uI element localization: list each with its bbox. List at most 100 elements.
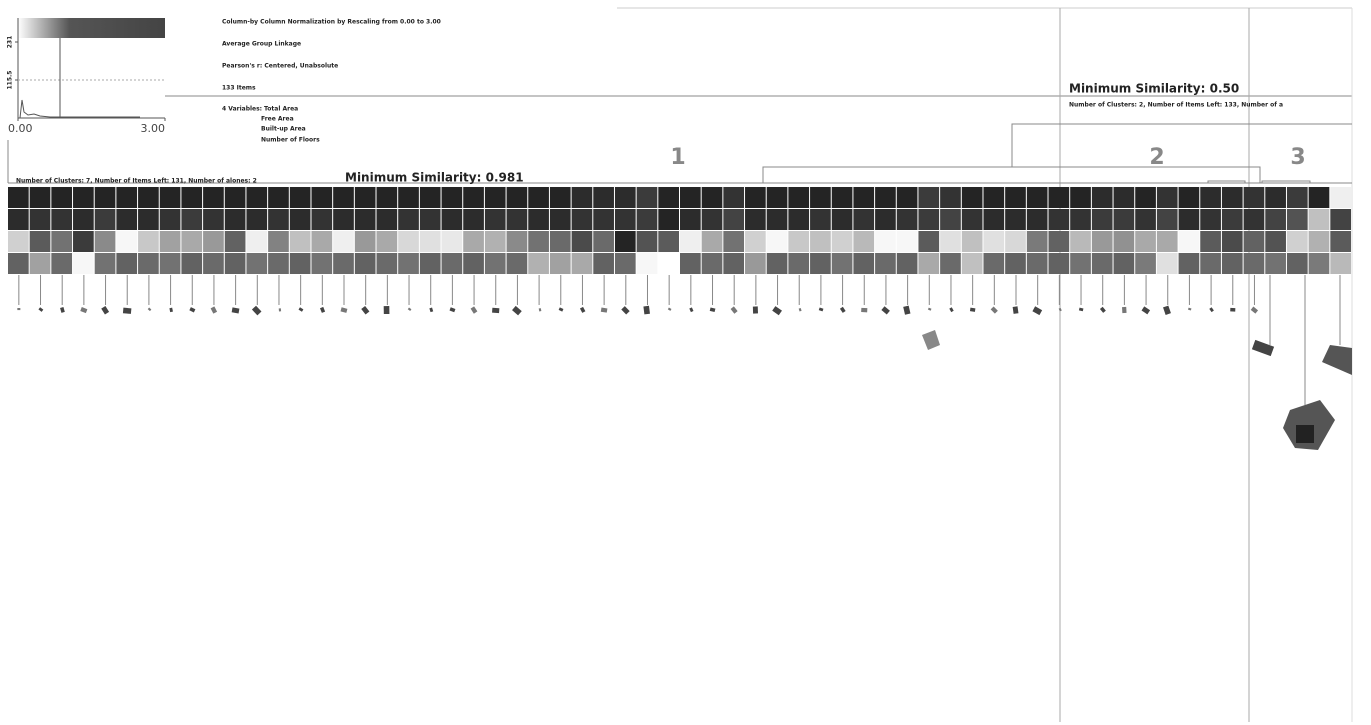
heatmap-cell bbox=[116, 187, 137, 208]
heatmap-cell bbox=[745, 187, 766, 208]
glyph bbox=[1209, 307, 1214, 312]
heatmap-cell bbox=[680, 187, 701, 208]
heatmap-cell bbox=[1135, 187, 1156, 208]
glyph bbox=[429, 308, 433, 313]
heatmap-cell bbox=[51, 187, 72, 208]
glyph bbox=[60, 307, 65, 313]
heatmap-cell bbox=[637, 253, 658, 274]
heatmap-cell bbox=[1287, 253, 1308, 274]
x-tick-label: 0.00 bbox=[8, 122, 33, 135]
variable: Total Area bbox=[264, 106, 298, 113]
heatmap-cell bbox=[1244, 187, 1265, 208]
dendrogram bbox=[763, 167, 1260, 183]
heatmap-cell bbox=[1287, 209, 1308, 230]
heatmap-cell bbox=[702, 231, 723, 252]
heatmap-cell bbox=[463, 231, 484, 252]
heatmap-cell bbox=[875, 231, 896, 252]
heatmap-cell bbox=[658, 253, 679, 274]
heatmap-cell bbox=[528, 209, 549, 230]
heatmap-cell bbox=[333, 253, 354, 274]
glyph bbox=[840, 307, 846, 313]
heatmap-cell bbox=[853, 253, 874, 274]
glyph bbox=[1252, 340, 1274, 356]
heatmap-cell bbox=[723, 231, 744, 252]
heatmap-cell bbox=[1309, 209, 1330, 230]
heatmap-cell bbox=[1157, 231, 1178, 252]
heatmap-cell bbox=[116, 209, 137, 230]
heatmap-cell bbox=[30, 209, 51, 230]
y-tick-label: 231 bbox=[7, 36, 14, 49]
glyph bbox=[861, 308, 867, 313]
heatmap-cell bbox=[1092, 209, 1113, 230]
heatmap-cell bbox=[463, 187, 484, 208]
heatmap-cell bbox=[311, 231, 332, 252]
heatmap-cell bbox=[983, 253, 1004, 274]
heatmap-cell bbox=[658, 209, 679, 230]
heatmap-cell bbox=[1265, 187, 1286, 208]
heatmap-cell bbox=[51, 209, 72, 230]
heatmap-cell bbox=[181, 209, 202, 230]
heatmap-cell bbox=[1027, 187, 1048, 208]
heatmap-cell bbox=[268, 209, 289, 230]
heatmap-cell bbox=[832, 231, 853, 252]
heatmap-cell bbox=[290, 209, 311, 230]
glyph bbox=[559, 307, 564, 311]
heatmap-cell bbox=[8, 187, 29, 208]
heatmap-cell bbox=[116, 253, 137, 274]
heatmap-cell bbox=[1200, 231, 1221, 252]
heatmap-cell bbox=[897, 231, 918, 252]
heatmap-cell bbox=[1309, 253, 1330, 274]
glyph bbox=[799, 308, 802, 312]
heatmap-cell bbox=[8, 209, 29, 230]
heatmap-cell bbox=[73, 187, 94, 208]
heatmap-cell bbox=[962, 231, 983, 252]
heatmap-cell bbox=[875, 209, 896, 230]
heatmap-cell bbox=[615, 231, 636, 252]
glyph bbox=[621, 306, 629, 314]
heatmap-cell bbox=[95, 253, 116, 274]
heatmap-cell bbox=[160, 187, 181, 208]
heatmap-cell bbox=[1265, 253, 1286, 274]
heatmap-cell bbox=[940, 253, 961, 274]
min-similarity: Minimum Similarity: 0.50 bbox=[1069, 82, 1239, 96]
glyph bbox=[1142, 306, 1151, 314]
glyph bbox=[881, 306, 890, 314]
heatmap-cell bbox=[853, 231, 874, 252]
heatmap-cell bbox=[853, 209, 874, 230]
heatmap-cell bbox=[311, 187, 332, 208]
heatmap-cell bbox=[420, 231, 441, 252]
heatmap-cell bbox=[398, 253, 419, 274]
glyph bbox=[772, 306, 782, 315]
heatmap-cell bbox=[593, 209, 614, 230]
heatmap-cell bbox=[225, 187, 246, 208]
heatmap-cell bbox=[1005, 187, 1026, 208]
heatmap-cell bbox=[1049, 209, 1070, 230]
heatmap-cell bbox=[73, 231, 94, 252]
heatmap-cell bbox=[1309, 231, 1330, 252]
heatmap-cell bbox=[962, 253, 983, 274]
heatmap-cell bbox=[225, 253, 246, 274]
heatmap-cell bbox=[702, 253, 723, 274]
heatmap-cell bbox=[940, 231, 961, 252]
heatmap-cell bbox=[1330, 253, 1351, 274]
heatmap-cell bbox=[225, 209, 246, 230]
heatmap-cell bbox=[680, 209, 701, 230]
heatmap-cell bbox=[507, 187, 528, 208]
heatmap-cell bbox=[637, 231, 658, 252]
glyph bbox=[232, 307, 240, 313]
heatmap-cell bbox=[983, 187, 1004, 208]
glyph bbox=[169, 308, 173, 312]
glyph bbox=[512, 306, 522, 315]
heatmap-cell bbox=[918, 231, 939, 252]
heatmap-cell bbox=[550, 187, 571, 208]
clustering-view: 0.003.00115.5231 Column-by Column Normal… bbox=[0, 0, 1371, 725]
heatmap-cell bbox=[311, 253, 332, 274]
heatmap-cell bbox=[398, 209, 419, 230]
heatmap-cell bbox=[160, 231, 181, 252]
heatmap-cell bbox=[442, 231, 463, 252]
info: Pearson's r: Centered, Unabsolute bbox=[222, 63, 338, 70]
heatmap-cell bbox=[1027, 231, 1048, 252]
glyphs bbox=[17, 275, 1258, 315]
heatmap-cell bbox=[1179, 209, 1200, 230]
heatmap-cell bbox=[203, 253, 224, 274]
